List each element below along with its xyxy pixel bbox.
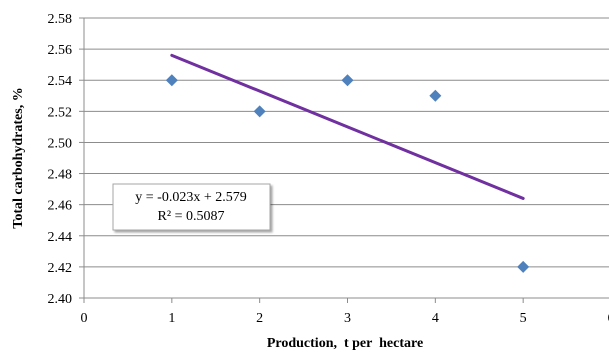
y-tick-label: 2.48 [48,168,73,183]
y-tick-label: 2.40 [48,292,73,307]
x-tick-labels: 0123456 [81,311,609,326]
data-point [166,74,178,86]
y-tick-label: 2.50 [48,136,73,151]
equation-box: y = -0.023x + 2.579 R² = 0.5087 [113,184,270,230]
trendline-r-squared: R² = 0.5087 [158,209,225,224]
trendline-equation: y = -0.023x + 2.579 [135,190,246,205]
x-tick-label: 1 [168,311,175,326]
y-tick-label: 2.44 [48,230,73,245]
axes [79,18,609,303]
x-axis-title: Production, t per hectare [267,336,423,351]
data-point [429,90,441,102]
x-tick-label: 5 [520,311,527,326]
y-tick-label: 2.42 [48,261,73,276]
data-point [254,105,266,117]
x-tick-label: 0 [81,311,88,326]
data-point [342,74,354,86]
y-tick-labels: 2.40 2.42 2.44 2.46 2.48 2.50 2.52 2.54 2.56 2.58 [48,12,73,307]
y-tick-label: 2.56 [48,43,73,58]
y-axis-title: Total carbohydrates, % [11,87,26,228]
x-tick-label: 3 [344,311,351,326]
x-tick-label: 4 [432,311,439,326]
x-tick-label: 2 [256,311,263,326]
data-point [517,261,529,273]
y-tick-label: 2.46 [48,199,73,214]
y-tick-label: 2.58 [48,12,73,27]
y-tick-label: 2.52 [48,105,73,120]
y-tick-label: 2.54 [48,74,73,89]
